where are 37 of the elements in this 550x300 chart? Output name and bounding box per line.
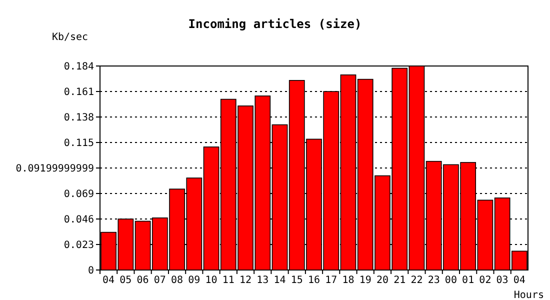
chart-title: Incoming articles (size) <box>188 17 362 31</box>
y-tick-label: 0.184 <box>64 62 94 72</box>
x-tick-label: 05 <box>120 275 132 286</box>
x-tick-label: 13 <box>256 275 269 286</box>
y-tick-label: 0.138 <box>64 112 94 124</box>
x-tick-label: 02 <box>479 275 492 286</box>
x-tick-label: 12 <box>239 275 252 286</box>
x-tick-label: 19 <box>359 275 372 286</box>
x-tick-label: 22 <box>410 275 423 286</box>
x-tick-label: 10 <box>205 275 218 286</box>
y-tick-label: 0.09199999999 <box>16 164 94 174</box>
x-tick-label: 14 <box>274 275 286 286</box>
x-tick-label: 04 <box>102 275 115 286</box>
x-tick-label: 00 <box>444 275 457 286</box>
y-tick-label: 0.161 <box>64 87 94 98</box>
x-tick-label: 23 <box>428 275 440 286</box>
x-tick-label: 08 <box>171 275 184 286</box>
y-tick-label: 0.115 <box>64 138 94 149</box>
x-tick-label: 21 <box>394 275 406 286</box>
x-tick-label: 06 <box>136 275 149 286</box>
x-tick-label: 16 <box>308 275 320 286</box>
x-tick-label: 15 <box>290 275 303 286</box>
x-tick-label: 20 <box>376 275 389 286</box>
y-tick-label: 0 <box>88 266 94 276</box>
x-tick-label: 09 <box>188 275 200 286</box>
x-tick-label: 03 <box>496 275 508 286</box>
y-tick-label: 0.023 <box>64 240 94 251</box>
y-tick-label: 0.069 <box>64 189 94 200</box>
x-tick-label: 04 <box>513 275 526 286</box>
x-tick-label: 07 <box>154 275 166 286</box>
x-tick-label: 11 <box>222 275 234 286</box>
y-tick-label: 0.046 <box>64 214 94 226</box>
x-tick-label: 01 <box>462 275 474 286</box>
y-axis-title: Kb/sec <box>52 32 88 43</box>
x-axis-title: Hours <box>514 290 544 300</box>
x-tick-label: 17 <box>325 275 338 286</box>
x-tick-label: 18 <box>342 275 354 286</box>
